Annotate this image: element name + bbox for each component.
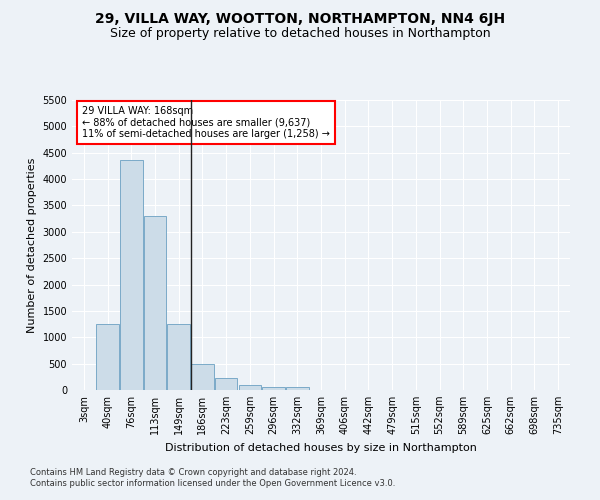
Bar [144,216,166,390]
Bar [97,324,119,390]
Text: 29, VILLA WAY, WOOTTON, NORTHAMPTON, NN4 6JH: 29, VILLA WAY, WOOTTON, NORTHAMPTON, NN4… [95,12,505,26]
Bar [262,387,285,390]
Text: Contains HM Land Registry data © Crown copyright and database right 2024.
Contai: Contains HM Land Registry data © Crown c… [30,468,395,487]
Bar [167,324,190,390]
Y-axis label: Number of detached properties: Number of detached properties [27,158,37,332]
Bar [286,388,308,390]
Text: 29 VILLA WAY: 168sqm
← 88% of detached houses are smaller (9,637)
11% of semi-de: 29 VILLA WAY: 168sqm ← 88% of detached h… [82,106,330,139]
X-axis label: Distribution of detached houses by size in Northampton: Distribution of detached houses by size … [165,442,477,452]
Bar [191,364,214,390]
Bar [120,160,143,390]
Bar [239,385,261,390]
Bar [215,378,238,390]
Text: Size of property relative to detached houses in Northampton: Size of property relative to detached ho… [110,28,490,40]
